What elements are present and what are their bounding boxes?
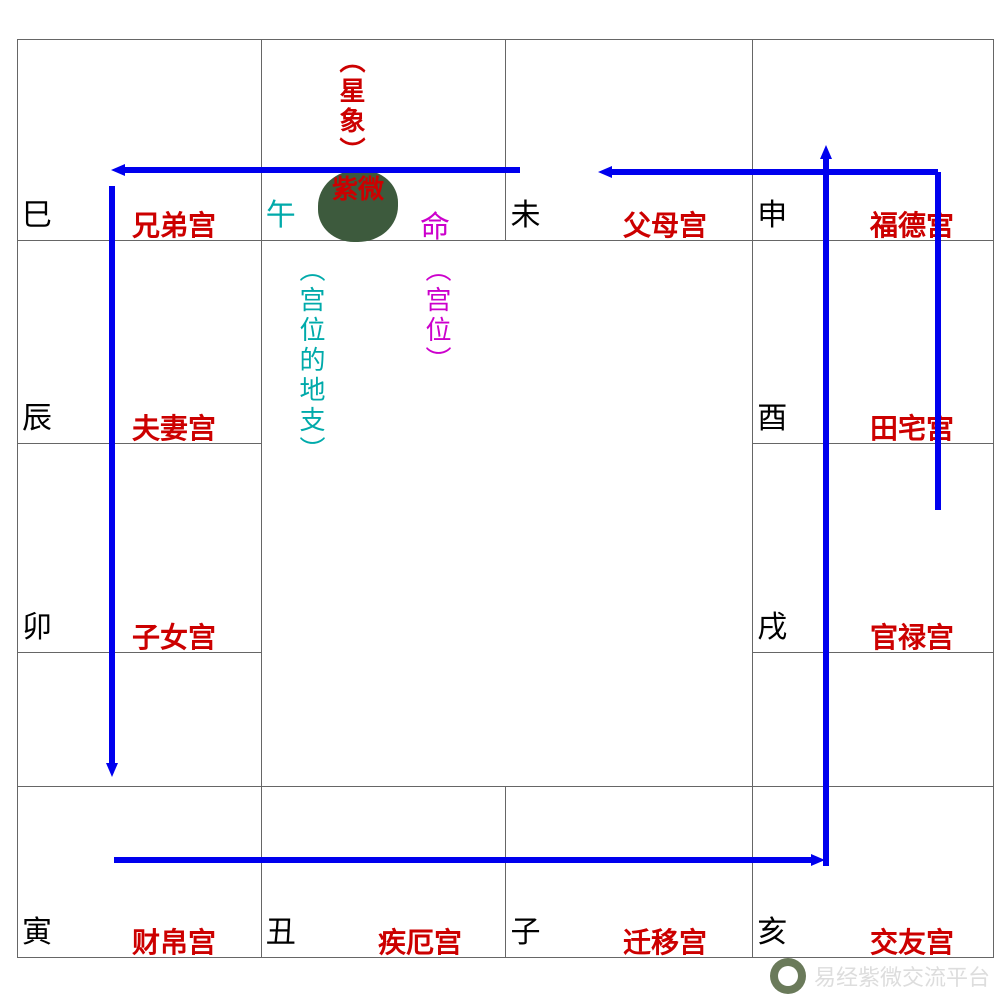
branch-you: 酉 (757, 393, 787, 437)
palace-chou: 疾厄宫 (378, 921, 462, 994)
footer-text: 易经紫微交流平台 (814, 960, 990, 992)
ziwei-text: 紫微 (318, 176, 398, 203)
branch-wei: 未 (510, 190, 540, 234)
label-branch: （宫位的地支） (292, 256, 329, 466)
ziwei-blob: 紫微 (318, 170, 398, 242)
branch-yin: 寅 (22, 907, 52, 951)
label-star: （星象） (332, 47, 369, 167)
branch-zi: 子 (510, 907, 540, 951)
branch-xu: 戌 (757, 602, 787, 646)
ziwei-chart: 巳 午 未 申 辰 酉 卯 (0, 0, 1000, 1000)
branch-shen: 申 (757, 190, 787, 234)
branch-wu: 午 (266, 190, 296, 234)
palace-wei: 父母宫 (623, 204, 707, 994)
branch-si: 巳 (22, 190, 52, 234)
branch-chen: 辰 (22, 393, 52, 437)
palace-zi: 迁移宫 (623, 921, 707, 994)
label-ming: 命 (420, 202, 450, 246)
branch-chou: 丑 (266, 907, 296, 951)
footer-watermark: 易经紫微交流平台 (770, 958, 990, 994)
label-palace: （宫位） (418, 256, 455, 376)
branch-mao: 卯 (22, 602, 52, 646)
wechat-icon (770, 958, 806, 994)
branch-hai: 亥 (757, 907, 787, 951)
palace-yin: 财帛宫 (132, 921, 216, 994)
